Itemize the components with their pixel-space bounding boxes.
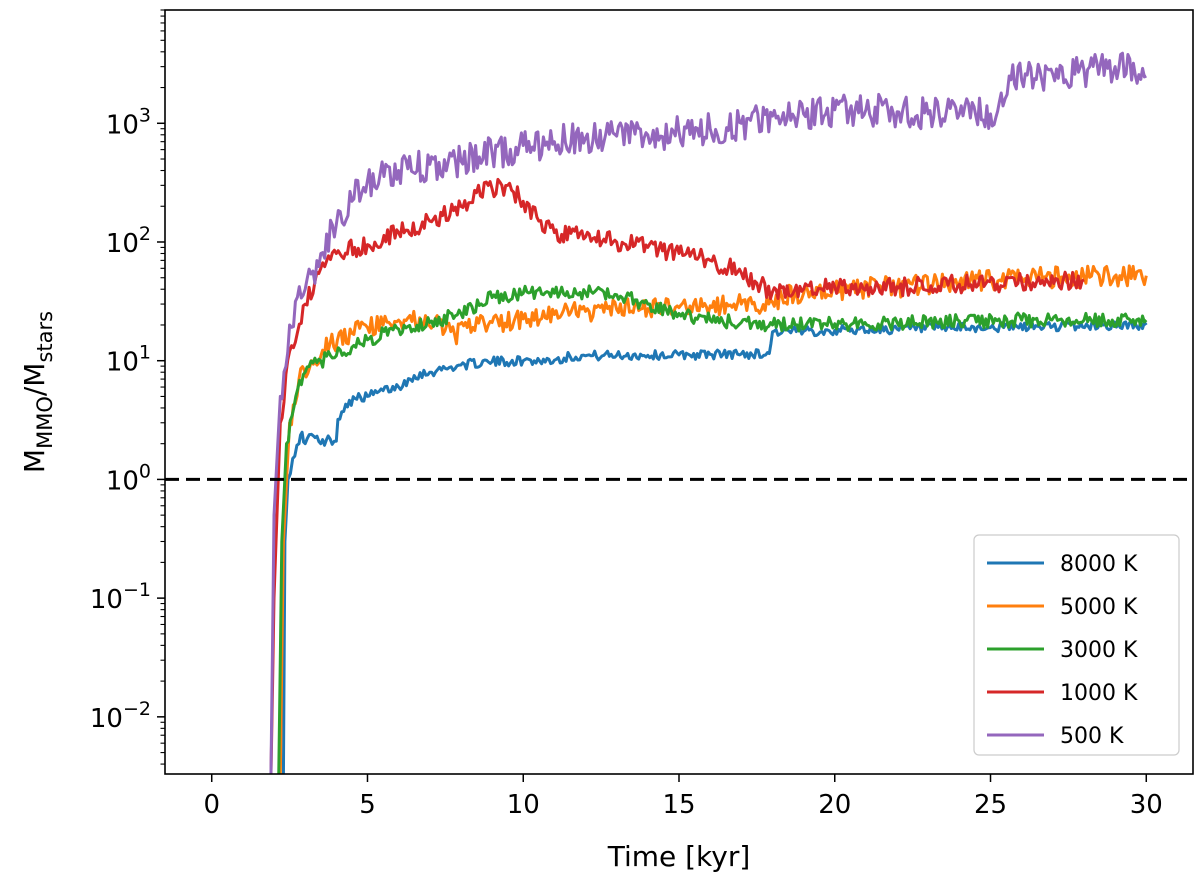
legend-label: 500 K [1060,724,1124,749]
y-axis-label-main: M [18,449,51,473]
series-line-500-k [269,51,1147,774]
x-tick-label: 25 [974,790,1007,820]
x-tick-label: 0 [203,790,220,820]
legend-label: 5000 K [1060,595,1138,620]
legend-label: 3000 K [1060,638,1138,663]
y-axis: 10−2 10−1 100 101 102 103 [90,9,165,765]
y-axis-label-sub2: stars [33,311,57,363]
legend-label: 1000 K [1060,681,1138,706]
y-tick-label: 100 [106,460,151,496]
x-tick-label: 20 [818,790,851,820]
legend-box [973,534,1180,756]
y-tick-label: 101 [106,342,151,378]
y-tick-label: 10−2 [90,698,151,734]
x-tick-label: 15 [662,790,695,820]
y-tick-label: 103 [106,104,151,140]
y-axis-label-sep: /M [18,363,51,397]
x-tick-label: 30 [1130,790,1163,820]
y-axis-label: MMMO/Mstars [18,311,57,473]
x-axis: 0 5 10 15 20 25 30 [203,774,1163,820]
series-line-1000-k [269,177,1085,774]
y-tick-label: 102 [106,223,151,259]
legend-label: 8000 K [1060,552,1138,577]
y-tick-label: 10−1 [90,579,151,615]
x-axis-label: Time [kyr] [607,840,751,873]
series-layer [269,51,1148,774]
legend: 8000 K 5000 K 3000 K 1000 K 500 K [973,534,1180,756]
x-tick-label: 10 [507,790,540,820]
x-tick-label: 5 [359,790,376,820]
y-axis-label-sub1: MMO [33,396,57,449]
series-line-3000-k [277,284,1148,774]
